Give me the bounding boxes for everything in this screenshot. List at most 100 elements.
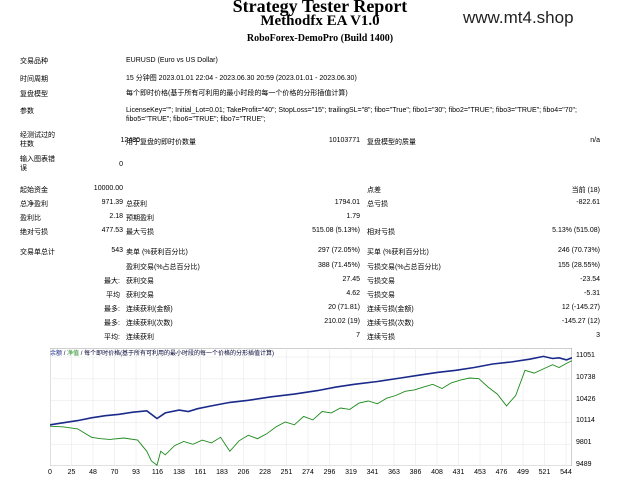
- max-dd-value: 515.08 (5.13%): [312, 227, 360, 234]
- avg-cons-wins-value: 7: [356, 332, 360, 339]
- x-tick-label: 476: [495, 469, 508, 476]
- y-tick-label: 10738: [576, 373, 596, 381]
- long-value: 246 (70.73%): [557, 247, 600, 254]
- avg-profit-value: 4.62: [346, 290, 360, 297]
- abs-dd-value: 477.53: [101, 227, 123, 234]
- mismatch-label: 输入图表错误: [20, 156, 55, 172]
- x-tick-label: 0: [48, 469, 52, 476]
- max2-label: 最多:: [104, 320, 120, 327]
- abs-dd-label: 绝对亏损: [20, 229, 48, 236]
- info-value: LicenseKey=""; Initial_Lot=0.01; TakePro…: [126, 107, 577, 123]
- y-tick-label: 11051: [576, 352, 595, 359]
- trades-label: 交易单总计: [20, 249, 55, 256]
- x-tick-label: 386: [409, 469, 422, 476]
- max-cons-wins-label: 连续获利(金额): [126, 306, 173, 313]
- watermark-text: www.mt4.shop: [463, 8, 574, 27]
- max-cons-loss-value: -145.27 (12): [561, 318, 600, 325]
- x-tick-label: 116: [151, 469, 164, 476]
- avg-profit-label: 获利交易: [126, 292, 154, 299]
- profit-trades-value: 388 (71.45%): [317, 262, 360, 269]
- info-value: 每个即时价格(基于所有可利用的最小时段的每一个价格的分形插值计算): [126, 90, 348, 97]
- ep-label: 预期盈利: [126, 215, 154, 222]
- x-tick-label: 521: [538, 469, 551, 476]
- model-legend: 每个即时价格(基于所有可利用的最小时段的每一个价格的分形插值计算): [84, 351, 275, 357]
- info-label: 参数: [20, 108, 34, 115]
- net-label: 总净盈利: [20, 201, 48, 208]
- max-cons-loss-label: 连续亏损(次数): [367, 320, 414, 327]
- pf-value: 2.18: [109, 213, 123, 220]
- y-tick-label: 9801: [576, 439, 592, 447]
- long-label: 买单 (%获利百分比): [367, 249, 429, 256]
- avg-loss-value: -5.31: [584, 290, 600, 297]
- balance-series-line: [50, 355, 572, 426]
- avg-cons-losses-label: 连续亏损: [367, 334, 395, 341]
- pf-label: 盈利比: [20, 215, 41, 222]
- largest-loss-label: 亏损交易: [367, 278, 395, 285]
- max-cons-profit-label: 连续获利(次数): [126, 320, 173, 327]
- avg2-label: 平均:: [104, 334, 120, 341]
- max-cons-wins-value: 20 (71.81): [328, 304, 360, 311]
- ticks-value: 10103771: [328, 137, 360, 144]
- profit-trades-label: 盈利交易(%占总百分比): [126, 264, 200, 271]
- x-tick-label: 70: [110, 469, 119, 476]
- x-tick-label: 161: [194, 469, 207, 476]
- loss-trades-label: 亏损交易(%占总百分比): [367, 264, 441, 271]
- info-value: 15 分钟图 2023.01.01 22:04 - 2023.06.30 20:…: [126, 75, 357, 82]
- x-tick-label: 544: [560, 469, 572, 476]
- deposit-value: 10000.00: [93, 185, 123, 192]
- x-tick-label: 206: [237, 469, 250, 476]
- quality-label: 复盘模型的质量: [367, 139, 416, 146]
- x-tick-label: 274: [302, 469, 314, 476]
- ea-name: Methodfx EA V1.0: [260, 13, 380, 29]
- y-tick-label: 10114: [576, 417, 595, 425]
- quality-value: n/a: [590, 137, 600, 144]
- deposit-label: 起始资金: [20, 187, 48, 194]
- server-name: RoboForex-DemoPro (Build 1400): [246, 33, 394, 44]
- short-label: 卖单 (%获利百分比): [126, 249, 188, 256]
- max-dd-label: 最大亏损: [126, 229, 154, 236]
- largest-label: 最大:: [104, 278, 120, 285]
- y-tick-label: 9489: [576, 461, 592, 468]
- average-label: 平均: [106, 292, 120, 299]
- ep-value: 1.79: [346, 213, 360, 220]
- gross-profit-label: 总获利: [126, 201, 147, 208]
- x-tick-label: 296: [323, 469, 336, 476]
- chart-legend: 余额 / 净值 / 每个即时价格(基于所有可利用的最小时段的每一个价格的分形插值…: [50, 348, 274, 357]
- spread-value: 当前 (18): [571, 187, 600, 194]
- legend-separator: /: [63, 351, 66, 357]
- largest-loss-value: -23.54: [580, 276, 600, 283]
- x-tick-label: 251: [280, 469, 293, 476]
- info-label: 时间周期: [20, 76, 48, 83]
- gross-loss-label: 总亏损: [367, 201, 388, 208]
- x-tick-label: 499: [517, 469, 529, 476]
- loss-trades-value: 155 (28.55%): [557, 262, 600, 269]
- x-tick-label: 341: [366, 469, 379, 476]
- gross-profit-value: 1794.01: [334, 199, 360, 206]
- gross-loss-value: -822.61: [576, 199, 600, 206]
- rel-dd-label: 相对亏损: [367, 229, 395, 236]
- short-value: 297 (72.05%): [317, 247, 360, 254]
- info-value: EURUSD (Euro vs US Dollar): [126, 57, 218, 64]
- x-tick-label: 183: [216, 469, 228, 476]
- max-cons-losses-label: 连续亏损(金额): [367, 306, 414, 313]
- net-value: 971.39: [101, 199, 123, 206]
- x-tick-label: 93: [132, 469, 140, 476]
- equity-series-line: [50, 360, 572, 466]
- max-cons-profit-value: 210.02 (19): [324, 318, 360, 325]
- x-tick-label: 363: [388, 469, 400, 476]
- x-tick-label: 408: [431, 469, 443, 476]
- x-tick-label: 431: [452, 469, 465, 476]
- balance-chart: [50, 348, 572, 466]
- x-tick-label: 453: [474, 469, 486, 476]
- bars-value: 12480: [120, 137, 140, 144]
- avg-loss-label: 亏损交易: [367, 292, 395, 299]
- x-tick-label: 25: [67, 469, 76, 476]
- avg-cons-losses-value: 3: [596, 332, 600, 339]
- ticks-label: 用于复盘的即时价数量: [126, 139, 196, 146]
- y-tick-label: 10426: [576, 395, 596, 403]
- largest-profit-value: 27.45: [342, 276, 360, 283]
- mismatch-value: 0: [119, 161, 123, 168]
- x-tick-label: 319: [345, 469, 357, 476]
- rel-dd-value: 5.13% (515.08): [552, 227, 600, 234]
- info-label: 复盘模型: [20, 91, 48, 98]
